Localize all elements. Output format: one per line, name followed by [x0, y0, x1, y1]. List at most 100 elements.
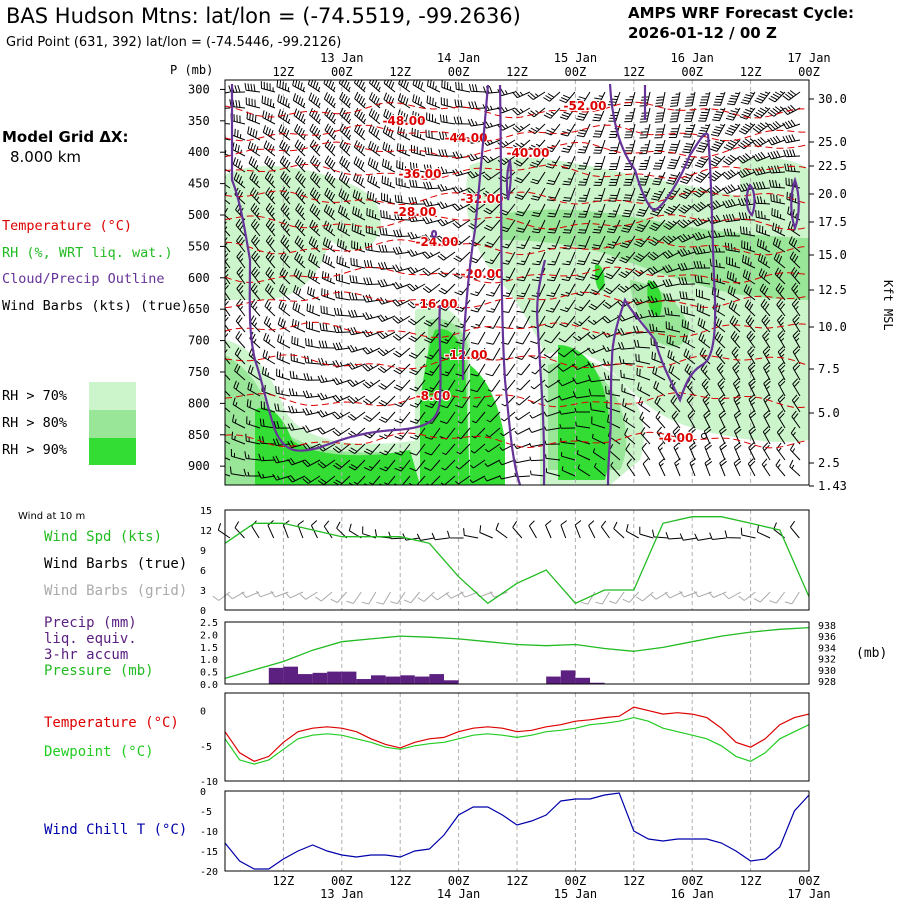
wind-barb	[409, 395, 426, 408]
hour-label: 00Z	[681, 874, 703, 888]
wind-barb	[700, 362, 711, 381]
wind-barb	[235, 218, 246, 237]
wind-barb	[236, 282, 246, 301]
wind-barb	[234, 347, 246, 365]
surface-wind-barb-grid	[595, 591, 610, 605]
legend-rh: RH (%, WRT liq. wat.)	[2, 245, 173, 261]
wind-barb	[546, 187, 561, 202]
wind-barb	[768, 90, 786, 103]
wind-barb	[665, 187, 681, 200]
wind-barb	[562, 203, 576, 218]
wind-barb	[559, 410, 576, 415]
wind-barb	[441, 459, 456, 471]
wind-barb	[604, 267, 621, 280]
wind-barb	[317, 459, 336, 469]
wind-barb	[348, 459, 366, 471]
wind-barb	[545, 155, 561, 169]
wind-barb	[792, 314, 801, 333]
wind-barb	[770, 193, 786, 205]
wind-barb	[724, 123, 741, 136]
wind-barb	[562, 251, 576, 266]
wind-barb	[292, 301, 306, 317]
wind-barb	[456, 443, 471, 455]
pressure-tick-label: 550	[188, 239, 210, 253]
wind-barb	[261, 366, 276, 381]
wind-barb	[792, 378, 801, 397]
wind-barb	[247, 381, 261, 397]
wind-barb	[408, 347, 426, 359]
wind-barb	[424, 363, 441, 376]
surface-wind-barb-true	[545, 520, 552, 539]
wind-barb	[667, 155, 681, 170]
wind-barb	[244, 451, 261, 461]
wind-barb	[482, 155, 501, 164]
wind-barb	[264, 283, 276, 301]
surface-wind-barb-true	[416, 533, 435, 541]
wind-barb	[321, 271, 336, 285]
wind-barb	[683, 348, 696, 365]
surface-wind-barb-true	[447, 530, 464, 539]
wind-barb	[332, 377, 351, 386]
wind-barb	[225, 457, 231, 461]
wind-barb	[337, 205, 351, 221]
wind-barb	[575, 421, 591, 429]
wind-barb	[306, 303, 321, 317]
wind-barb	[347, 395, 366, 404]
wind-barb	[437, 251, 456, 261]
wind-barb	[723, 138, 741, 151]
wind-barb	[225, 440, 231, 445]
wind-barb	[452, 203, 471, 212]
wind-barb	[339, 123, 352, 141]
wind-barb	[775, 459, 786, 477]
wind-barb	[293, 285, 306, 301]
wind-barb	[294, 235, 306, 253]
wind-barb	[274, 403, 291, 413]
wind-barb	[562, 219, 576, 234]
wind-barb	[791, 298, 801, 317]
wind-barb	[347, 362, 366, 370]
wind-barb	[317, 409, 336, 418]
wind-barb	[236, 250, 246, 269]
wind-barb	[588, 299, 606, 311]
wind-barb	[758, 268, 771, 285]
wind-barb	[755, 209, 771, 221]
height-ticks: 30.0 25.0 22.5 20.0 17.5 15.0 12.5 10.0 7.5 5.0 2.…	[809, 92, 847, 493]
temperature-panel: Temperature (°C) Dewpoint (°C) 0 -5 -10	[44, 692, 810, 788]
surface-wind-barb-true	[789, 520, 800, 539]
surface-wind-barb-true	[724, 530, 741, 539]
wind-barb	[470, 347, 486, 361]
wind-barb	[292, 93, 306, 109]
wind-barb	[309, 107, 321, 125]
wind-barb	[339, 91, 351, 109]
wind-barb	[619, 251, 636, 264]
wind-barb	[378, 411, 396, 423]
wind-barb	[576, 251, 591, 266]
wind-barb	[733, 458, 742, 477]
wind-barb	[622, 187, 636, 202]
wind-barb	[410, 162, 426, 173]
wind-barb	[383, 108, 396, 125]
cloud-outline-path	[606, 83, 717, 485]
wind-barb	[754, 91, 771, 104]
wind-barb	[682, 139, 696, 154]
wind-barb	[574, 299, 591, 312]
wind-barb	[392, 264, 411, 273]
wind-barb	[617, 342, 636, 350]
wind-barb	[561, 466, 576, 477]
wind-barb	[467, 170, 486, 179]
wind-barb	[761, 458, 771, 477]
wind-barb	[698, 107, 711, 122]
wind-barb	[378, 395, 396, 407]
precip-bar	[429, 674, 444, 684]
wind-barb	[292, 80, 306, 93]
wind-barb	[362, 312, 381, 320]
wind-barb	[663, 219, 681, 230]
wind-barb	[712, 107, 726, 122]
wind-barb	[657, 442, 666, 461]
wind-barb	[437, 166, 456, 175]
wind-barb	[499, 443, 516, 451]
temperature-line	[224, 706, 810, 762]
wind-barb	[559, 107, 576, 120]
wind-barb	[485, 267, 501, 281]
surface-wind-barb-grid	[212, 591, 231, 601]
